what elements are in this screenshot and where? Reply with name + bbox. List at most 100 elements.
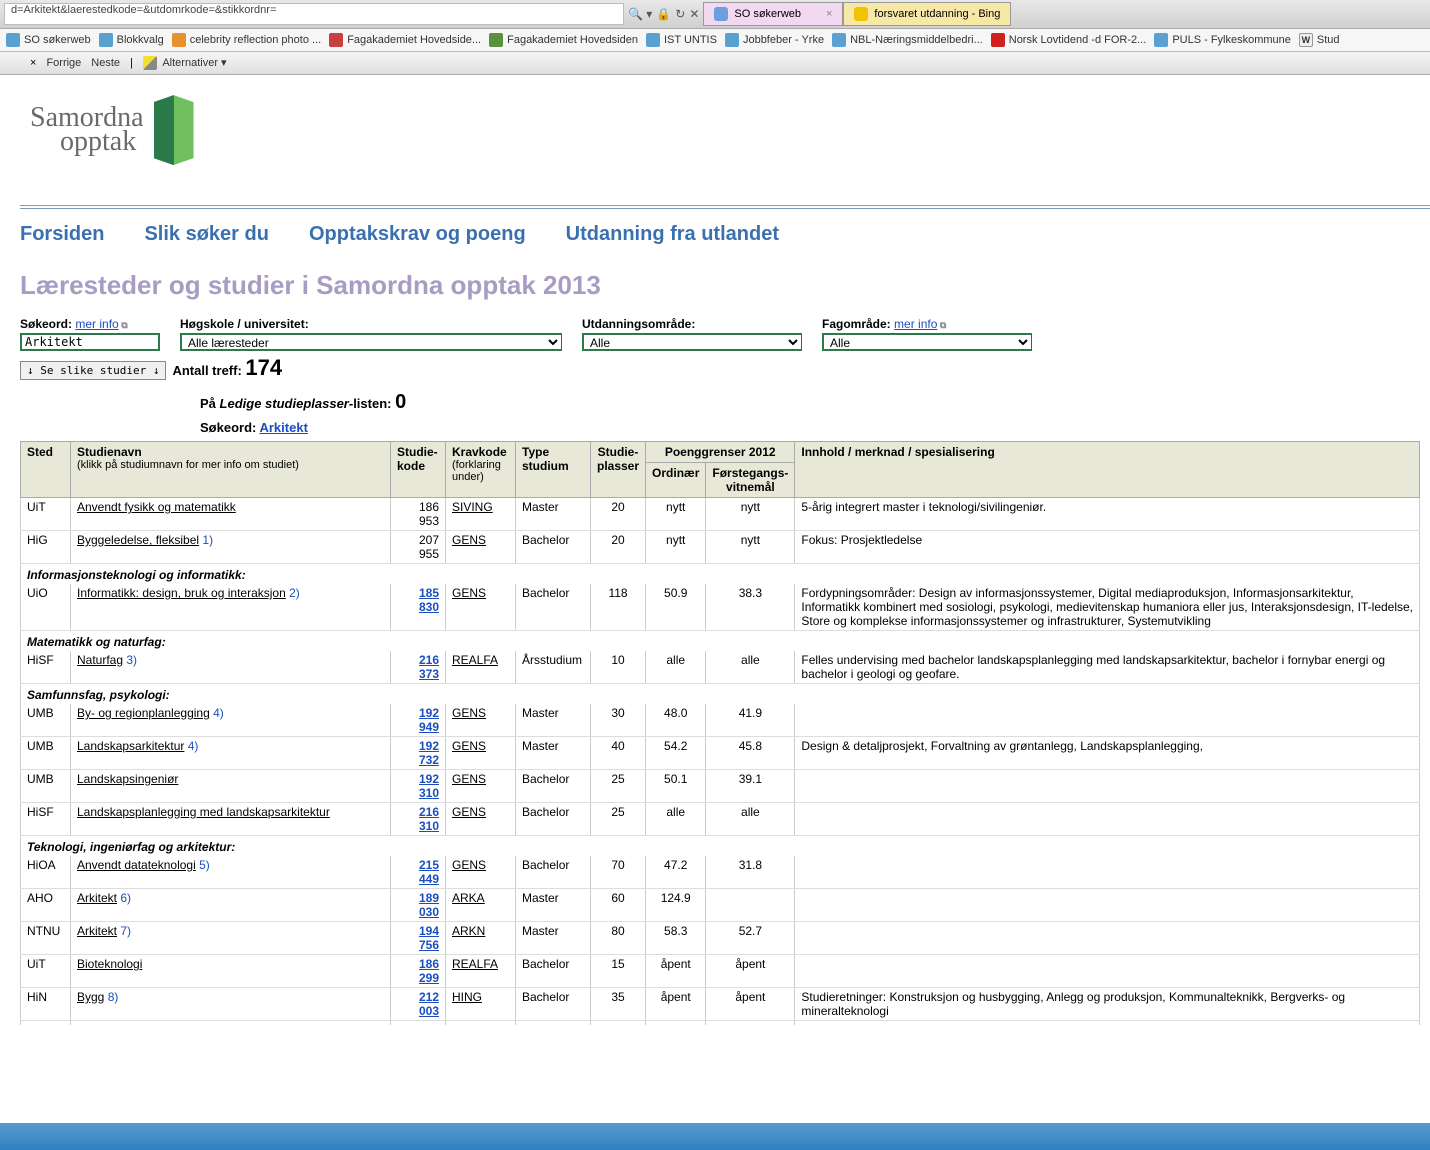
studie-link[interactable]: Bygg	[77, 1023, 104, 1025]
logo-shape-icon	[154, 95, 194, 165]
krav-link[interactable]: REALFA	[452, 957, 498, 971]
cell-type: Bachelor	[516, 988, 591, 1021]
close-toolbar-icon[interactable]: ×	[30, 57, 36, 69]
bookmark-item[interactable]: Fagakademiet Hovedsiden	[489, 33, 638, 47]
cell-navn: Landskapsingeniør	[71, 770, 391, 803]
code-link[interactable]: 217 003	[419, 1023, 439, 1025]
studie-link[interactable]: Bioteknologi	[77, 957, 142, 971]
code-link[interactable]: 192 310	[419, 772, 439, 800]
bookmark-item[interactable]: WStud	[1299, 33, 1340, 47]
studie-link[interactable]: Landskapsingeniør	[77, 772, 178, 786]
bookmark-item[interactable]: IST UNTIS	[646, 33, 717, 47]
code-link[interactable]: 212 003	[419, 990, 439, 1018]
studie-link[interactable]: Naturfag	[77, 653, 123, 667]
cell-kode: 185 830	[391, 584, 446, 631]
utdanning-select[interactable]: Alle	[582, 333, 802, 351]
nav-link[interactable]: Slik søker du	[144, 223, 269, 246]
code-link[interactable]: 216 310	[419, 805, 439, 833]
cell-sted: HiN	[21, 988, 71, 1021]
studie-link[interactable]: Arkitekt	[77, 924, 117, 938]
studie-link[interactable]: Arkitekt	[77, 891, 117, 905]
mer-info-link-2[interactable]: mer info	[894, 317, 937, 331]
sokord-echo-link[interactable]: Arkitekt	[259, 420, 307, 435]
code-link[interactable]: 215 449	[419, 858, 439, 886]
se-slike-button[interactable]: ↓ Se slike studier ↓	[20, 361, 166, 380]
bookmark-item[interactable]: celebrity reflection photo ...	[172, 33, 321, 47]
cell-ord: 124.9	[646, 889, 706, 922]
refresh-icon[interactable]: ↻	[675, 7, 685, 21]
krav-link[interactable]: GENS	[452, 706, 486, 720]
windows-taskbar[interactable]	[0, 1122, 1430, 1150]
cell-type: Bachelor	[516, 856, 591, 889]
cell-forst: 40.5	[706, 1021, 795, 1026]
cell-forst: nytt	[706, 531, 795, 564]
krav-link[interactable]: GENS	[452, 805, 486, 819]
krav-link[interactable]: GENS	[452, 739, 486, 753]
studie-link[interactable]: Bygg	[77, 990, 104, 1004]
studie-link[interactable]: Informatikk: design, bruk og interaksjon	[77, 586, 286, 600]
cell-ord: åpent	[646, 988, 706, 1021]
krav-link[interactable]: GENS	[452, 533, 486, 547]
hogskole-select[interactable]: Alle læresteder	[180, 333, 562, 351]
krav-link[interactable]: GENS	[452, 586, 486, 600]
mer-info-link[interactable]: mer info	[75, 317, 118, 331]
browser-tab-so[interactable]: SO søkerweb ×	[703, 2, 843, 26]
studie-link[interactable]: Landskapsarkitektur	[77, 739, 184, 753]
cell-plasser: 10	[591, 651, 646, 684]
krav-link[interactable]: HING	[452, 1023, 482, 1025]
cell-sted: HiOA	[21, 856, 71, 889]
bookmark-item[interactable]: Blokkvalg	[99, 33, 164, 47]
fag-select[interactable]: Alle	[822, 333, 1032, 351]
cell-kode: 189 030	[391, 889, 446, 922]
url-input[interactable]: d=Arkitekt&laerestedkode=&utdomrkode=&st…	[4, 3, 624, 25]
krav-link[interactable]: GENS	[452, 858, 486, 872]
bookmark-item[interactable]: Fagakademiet Hovedside...	[329, 33, 481, 47]
cell-navn: Naturfag 3)	[71, 651, 391, 684]
cell-ord: nytt	[646, 531, 706, 564]
stop-icon[interactable]: ✕	[689, 7, 699, 21]
studie-link[interactable]: Byggeledelse, fleksibel	[77, 533, 199, 547]
hogskole-label: Høgskole / universitet:	[180, 317, 562, 331]
code-link[interactable]: 192 732	[419, 739, 439, 767]
cell-krav: GENS	[446, 584, 516, 631]
code-link[interactable]: 186 299	[419, 957, 439, 985]
bookmark-item[interactable]: PULS - Fylkeskommune	[1154, 33, 1291, 47]
prev-button[interactable]: Forrige	[46, 57, 81, 69]
studie-link[interactable]: Anvendt fysikk og matematikk	[77, 500, 236, 514]
browser-tab-bing[interactable]: forsvaret utdanning - Bing	[843, 2, 1011, 26]
studie-link[interactable]: Anvendt datateknologi	[77, 858, 196, 872]
code-link[interactable]: 194 756	[419, 924, 439, 952]
studie-link[interactable]: Landskapsplanlegging med landskapsarkite…	[77, 805, 330, 819]
nav-link[interactable]: Opptakskrav og poeng	[309, 223, 526, 246]
logo[interactable]: Samordna opptak	[30, 95, 1430, 165]
nav-link[interactable]: Utdanning fra utlandet	[566, 223, 779, 246]
bookmark-item[interactable]: SO søkerweb	[6, 33, 91, 47]
krav-link[interactable]: ARKA	[452, 891, 485, 905]
cell-type: Master	[516, 704, 591, 737]
search-icon[interactable]: 🔍 ▾	[628, 7, 652, 21]
studie-link[interactable]: By- og regionplanlegging	[77, 706, 210, 720]
bookmark-item[interactable]: Norsk Lovtidend -d FOR-2...	[991, 33, 1147, 47]
krav-link[interactable]: HING	[452, 990, 482, 1004]
krav-link[interactable]: ARKN	[452, 924, 485, 938]
sokord-input[interactable]	[20, 333, 160, 351]
cell-kode: 215 449	[391, 856, 446, 889]
krav-link[interactable]: REALFA	[452, 653, 498, 667]
code-link[interactable]: 216 373	[419, 653, 439, 681]
options-button[interactable]: Alternativer ▾	[143, 56, 227, 70]
next-button[interactable]: Neste	[91, 57, 120, 69]
krav-link[interactable]: GENS	[452, 772, 486, 786]
tab-label: forsvaret utdanning - Bing	[874, 8, 1000, 20]
bookmark-item[interactable]: Jobbfeber - Yrke	[725, 33, 824, 47]
external-icon: ⧉	[119, 320, 128, 330]
code-link[interactable]: 192 949	[419, 706, 439, 734]
sokord-echo: Søkeord: Arkitekt	[200, 420, 1430, 435]
krav-link[interactable]: SIVING	[452, 500, 493, 514]
code-link[interactable]: 185 830	[419, 586, 439, 614]
bookmark-item[interactable]: NBL-Næringsmiddelbedri...	[832, 33, 983, 47]
nav-link[interactable]: Forsiden	[20, 223, 104, 246]
table-row: UMBLandskapsarkitektur 4)192 732GENSMast…	[21, 737, 1420, 770]
close-icon[interactable]: ×	[826, 8, 832, 20]
cell-krav: ARKN	[446, 922, 516, 955]
code-link[interactable]: 189 030	[419, 891, 439, 919]
